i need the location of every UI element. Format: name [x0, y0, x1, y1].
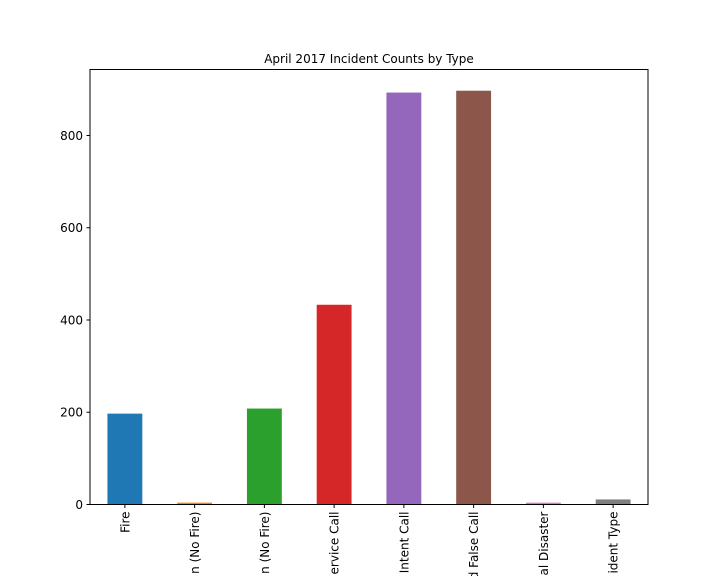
x-tick-label: Fire [118, 512, 132, 533]
x-tick-label: n (No Fire) [188, 512, 202, 574]
chart-title: April 2017 Incident Counts by Type [264, 52, 474, 66]
y-tick-label: 200 [60, 406, 83, 420]
bar [386, 92, 422, 505]
x-tick-label: Intent Call [397, 512, 411, 574]
plot-area: 0 200 400 600 800 Fire n (No Fire) n (No Fire) e… [60, 90, 631, 576]
bar [525, 502, 561, 505]
y-tick-label: 0 [75, 498, 83, 512]
bar [456, 90, 492, 505]
y-tick-label: 800 [60, 129, 83, 143]
x-tick-label: d False Call [467, 512, 481, 576]
y-tick-label: 400 [60, 313, 83, 327]
plot-frame [89, 69, 649, 505]
bar [177, 502, 213, 505]
bar [595, 499, 631, 505]
x-tick-label: ervice Call [328, 512, 342, 575]
bar [316, 304, 352, 505]
bar [107, 413, 143, 505]
x-tick-label: al Disaster [537, 511, 551, 575]
y-tick-label: 600 [60, 221, 83, 235]
x-tick-label: ident Type [607, 512, 621, 574]
x-tick-label: n (No Fire) [258, 512, 272, 574]
bar [246, 408, 282, 505]
